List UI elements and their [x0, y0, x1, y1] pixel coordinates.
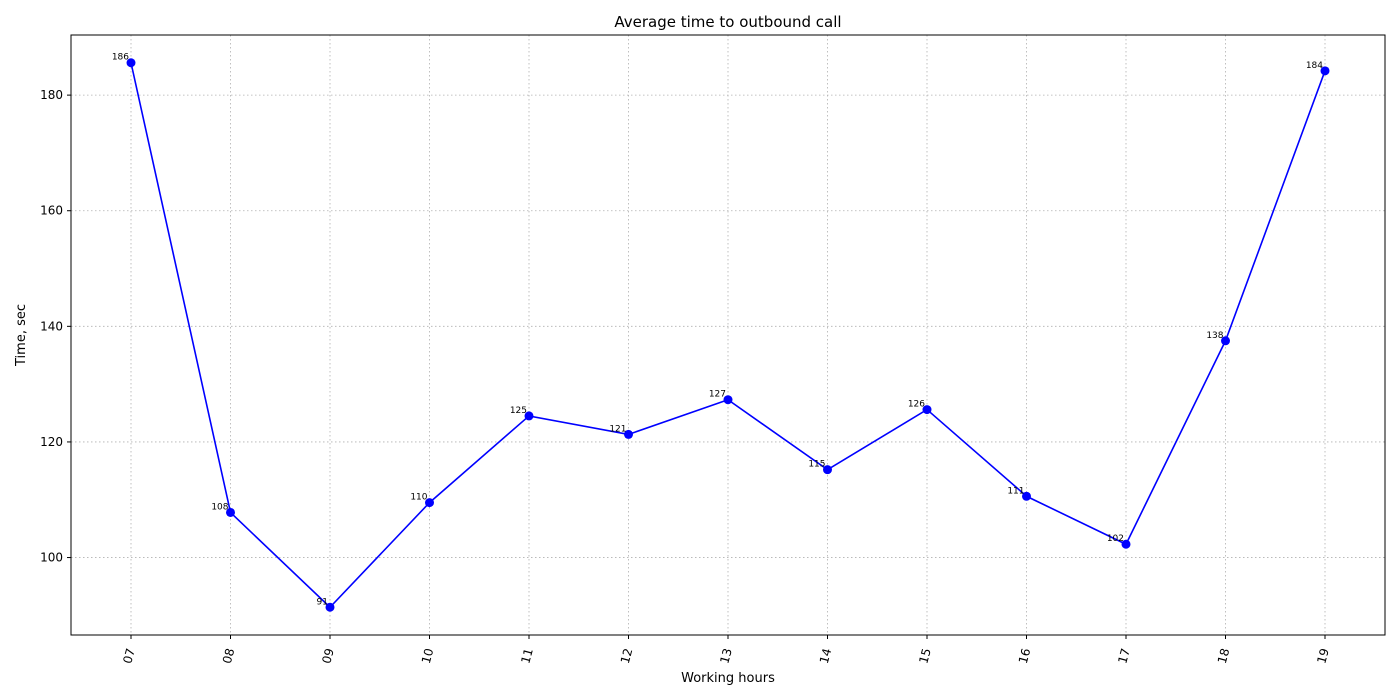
data-point [1221, 336, 1230, 346]
y-tick-label: 120 [40, 435, 63, 449]
x-tick-label: 10 [419, 647, 436, 665]
data-label: 121 [609, 424, 626, 434]
data-label: 127 [709, 390, 726, 400]
chart-title: Average time to outbound call [614, 13, 841, 31]
grid-layer [71, 35, 1385, 635]
data-point [325, 602, 335, 612]
x-tick-label: 18 [1215, 647, 1232, 665]
x-tick-label: 13 [717, 647, 734, 665]
x-axis-label: Working hours [681, 671, 775, 686]
data-label: 108 [211, 502, 228, 512]
data-label: 184 [1306, 61, 1323, 71]
data-point [922, 405, 932, 415]
data-point [723, 395, 733, 405]
labels-layer: 186 108 91 110 125 121 127 115 126 111 102 138 184 [112, 53, 1323, 608]
x-tick-label: 11 [518, 647, 535, 665]
data-label: 91 [317, 597, 328, 607]
y-tick-label: 140 [40, 319, 63, 333]
data-point [1320, 66, 1330, 76]
data-label: 125 [510, 406, 527, 416]
x-tick-label: 16 [1016, 647, 1033, 665]
data-label: 110 [410, 493, 427, 503]
data-label: 186 [112, 53, 129, 63]
data-point [1022, 491, 1031, 501]
y-tick-label: 160 [40, 204, 63, 218]
data-point [425, 498, 434, 508]
data-label: 126 [908, 400, 925, 410]
x-tick-label: 08 [220, 647, 237, 665]
data-point [1121, 539, 1131, 549]
data-label: 102 [1107, 534, 1124, 544]
data-label: 111 [1007, 486, 1024, 496]
series-layer [126, 58, 1330, 612]
x-tick-label: 12 [618, 647, 635, 665]
x-tick-label: 14 [817, 647, 834, 665]
data-point [823, 465, 832, 475]
x-tick-label: 19 [1314, 647, 1331, 665]
data-point [226, 507, 235, 517]
data-point [624, 429, 633, 439]
data-label: 138 [1206, 331, 1223, 341]
axes-layer: 100 120 140 160 180 07 08 09 10 11 12 13 14 15 16 17 18 1… [40, 34, 1386, 665]
y-tick-label: 100 [40, 551, 63, 565]
data-point [524, 411, 534, 421]
data-point [126, 58, 136, 68]
y-axis-label: Time, sec [14, 304, 29, 367]
x-tick-label: 09 [319, 647, 336, 665]
x-tick-label: 15 [916, 647, 933, 665]
x-tick-label: 17 [1115, 647, 1132, 665]
x-tick-label: 07 [120, 647, 137, 665]
data-label: 115 [808, 460, 825, 470]
y-tick-label: 180 [40, 88, 63, 102]
